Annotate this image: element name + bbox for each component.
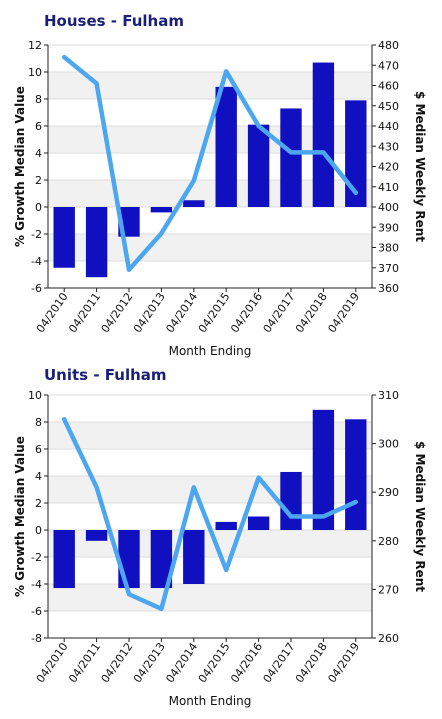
- y-tick-label: 4: [35, 470, 42, 483]
- bar: [85, 530, 108, 541]
- y-tick-label: -6: [31, 605, 42, 618]
- grid-band: [48, 584, 372, 611]
- y-tick-label: 6: [35, 120, 42, 133]
- x-tick-label: 04/2014: [163, 640, 200, 685]
- x-tick-label: 04/2010: [34, 640, 71, 685]
- y-tick-label: 10: [28, 389, 42, 402]
- chart-title: Houses - Fulham: [44, 12, 184, 30]
- houses-chart-svg: -6 -4 -2 0 2 4 6 8 10 12 360 370 380 390 400 410 420 430 4…: [13, 39, 427, 358]
- x-tick-label: 04/2011: [66, 640, 103, 685]
- bar: [247, 124, 270, 207]
- bar: [183, 200, 205, 207]
- x-tick-label: 04/2012: [99, 290, 136, 335]
- y2-tick-label: 310: [378, 389, 399, 402]
- x-tick-label: 04/2014: [163, 290, 200, 335]
- y-tick-label: -8: [31, 632, 42, 645]
- y-tick-label: -4: [31, 255, 42, 268]
- y2-tick-label: 420: [378, 161, 399, 174]
- x-tick-label: 04/2019: [325, 290, 362, 335]
- y2-tick-label: 360: [378, 282, 399, 295]
- y-tick-label: 8: [35, 93, 42, 106]
- x-tick-label: 04/2016: [228, 290, 265, 335]
- x-tick-label: 04/2013: [131, 290, 168, 335]
- bar: [85, 207, 108, 278]
- units-chart-svg: -8 -6 -4 -2 0 2 4 6 8 10 260 270 280 290 300 310 04/2010…: [13, 389, 427, 708]
- bar: [345, 100, 367, 207]
- y2-tick-label: 390: [378, 221, 399, 234]
- y2-tick-label: 280: [378, 535, 399, 548]
- y-tick-label: 0: [35, 201, 42, 214]
- y2-tick-label: 270: [378, 583, 399, 596]
- x-tick-label: 04/2012: [99, 640, 136, 685]
- y2-tick-label: 450: [378, 100, 399, 113]
- y2-tick-label: 480: [378, 39, 399, 52]
- x-tick-label: 04/2015: [196, 290, 233, 335]
- bar: [280, 471, 302, 530]
- bar: [215, 521, 237, 530]
- bar: [53, 530, 75, 589]
- y2-axis-title: $ Median Weekly Rent: [413, 441, 427, 592]
- units-chart: Units - Fulham -8 -6 -4 -2 0 2 4 6 8 10 260 270 280 2…: [0, 362, 442, 719]
- y2-tick-label: 440: [378, 120, 399, 133]
- y-tick-label: 6: [35, 443, 42, 456]
- y-tick-label: -4: [31, 578, 42, 591]
- y2-tick-label: 260: [378, 632, 399, 645]
- y-tick-label: 12: [28, 39, 42, 52]
- bar: [215, 86, 237, 207]
- y2-tick-label: 430: [378, 140, 399, 153]
- y-tick-label: 4: [35, 147, 42, 160]
- bar: [183, 530, 205, 584]
- y-tick-label: 2: [35, 497, 42, 510]
- y-tick-label: -6: [31, 282, 42, 295]
- rent-line: [61, 417, 359, 612]
- y-tick-label: 2: [35, 174, 42, 187]
- y-tick-label: -2: [31, 551, 42, 564]
- x-tick-label: 04/2013: [131, 640, 168, 685]
- y2-tick-label: 290: [378, 486, 399, 499]
- x-tick-label: 04/2010: [34, 290, 71, 335]
- y-axis-title: % Growth Median Value: [13, 436, 27, 597]
- y-tick-label: 10: [28, 66, 42, 79]
- y2-tick-label: 460: [378, 80, 399, 93]
- rent-line: [61, 54, 359, 273]
- x-tick-label: 04/2018: [293, 290, 330, 335]
- houses-chart: Houses - Fulham -6 -4 -2 0 2 4 6 8 10 12 360 370 380…: [13, 12, 427, 358]
- x-tick-label: 04/2019: [325, 640, 362, 685]
- bar: [345, 419, 367, 530]
- x-tick-label: 04/2018: [293, 640, 330, 685]
- bar: [150, 530, 173, 589]
- y2-tick-label: 400: [378, 201, 399, 214]
- x-tick-label: 04/2017: [261, 640, 298, 685]
- y2-tick-label: 470: [378, 59, 399, 72]
- y2-tick-label: 380: [378, 242, 399, 255]
- bar: [312, 409, 335, 530]
- x-tick-label: 04/2016: [228, 640, 265, 685]
- x-tick-label: 04/2017: [261, 290, 298, 335]
- x-axis-title: Month Ending: [169, 694, 252, 708]
- y2-tick-label: 300: [378, 438, 399, 451]
- y2-tick-label: 370: [378, 262, 399, 275]
- bar: [312, 62, 335, 207]
- y-tick-label: 8: [35, 416, 42, 429]
- bar: [247, 516, 270, 530]
- chart-title: Units - Fulham: [44, 366, 167, 384]
- y2-tick-label: 410: [378, 181, 399, 194]
- bar: [280, 108, 302, 207]
- y-tick-label: -2: [31, 228, 42, 241]
- bar: [118, 530, 140, 589]
- y-axis-title: % Growth Median Value: [13, 86, 27, 247]
- bar: [150, 207, 173, 213]
- x-axis-title: Month Ending: [169, 344, 252, 358]
- x-tick-label: 04/2011: [66, 290, 103, 335]
- y-tick-label: 0: [35, 524, 42, 537]
- x-tick-label: 04/2015: [196, 640, 233, 685]
- bar: [53, 207, 75, 268]
- y2-axis-title: $ Median Weekly Rent: [413, 91, 427, 242]
